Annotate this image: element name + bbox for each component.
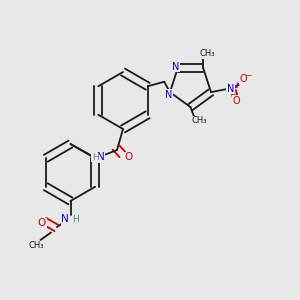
Text: H: H [73, 214, 79, 224]
Text: O: O [125, 152, 133, 163]
Text: N: N [172, 61, 179, 71]
Text: N: N [165, 90, 172, 100]
Text: N: N [61, 214, 69, 224]
Text: CH₃: CH₃ [200, 49, 215, 58]
Text: O: O [240, 74, 247, 84]
Text: O: O [233, 96, 240, 106]
Text: N: N [97, 152, 105, 163]
Text: O: O [38, 218, 46, 229]
Text: N: N [227, 84, 234, 94]
Text: −: − [244, 70, 251, 79]
Text: +: + [233, 81, 239, 90]
Text: CH₃: CH₃ [28, 242, 44, 250]
Text: H: H [92, 153, 98, 162]
Text: CH₃: CH₃ [192, 116, 207, 125]
